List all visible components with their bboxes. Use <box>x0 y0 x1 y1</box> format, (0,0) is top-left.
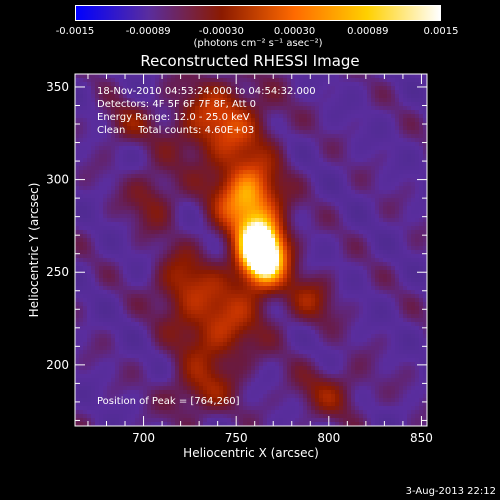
y-tick-label: 250 <box>46 265 69 279</box>
colorbar-tick-label: -0.00030 <box>198 26 244 37</box>
colorbar-tick-label: 0.00030 <box>273 26 316 37</box>
detectors-annotation: Detectors: 4F 5F 6F 7F 8F, Att 0 <box>97 99 257 110</box>
x-tick-label: 800 <box>317 431 340 445</box>
x-tick-label: 750 <box>225 431 248 445</box>
colorbar-gradient <box>75 5 441 21</box>
colorbar-tick-label: -0.00089 <box>125 26 171 37</box>
y-tick-label: 200 <box>46 358 69 372</box>
date-stamp: 3-Aug-2013 22:12 <box>405 486 496 497</box>
colorbar-tick-label: -0.0015 <box>55 26 95 37</box>
energy-range-annotation: Energy Range: 12.0 - 25.0 keV <box>97 112 250 123</box>
colorbar-tick-label: 0.0015 <box>423 26 459 37</box>
clean-counts-annotation: Clean Total counts: 4.60E+03 <box>97 125 255 136</box>
time-range-annotation: 18-Nov-2010 04:53:24.000 to 04:54:32.000 <box>97 86 316 97</box>
x-tick-label: 700 <box>132 431 155 445</box>
y-axis-label: Heliocentric Y (arcsec) <box>27 182 41 318</box>
peak-position-annotation: Position of Peak = [764,260] <box>97 396 240 407</box>
chart-title: Reconstructed RHESSI Image <box>140 52 360 70</box>
y-tick-label: 350 <box>46 80 69 94</box>
colorbar-units: (photons cm⁻² s⁻¹ asec⁻²) <box>193 38 323 49</box>
y-tick-label: 300 <box>46 173 69 187</box>
x-tick-label: 850 <box>410 431 433 445</box>
heatmap-plot: 18-Nov-2010 04:53:24.000 to 04:54:32.000… <box>75 74 427 426</box>
x-axis-label: Heliocentric X (arcsec) <box>183 446 319 460</box>
colorbar <box>75 5 441 21</box>
colorbar-tick-label: 0.00089 <box>347 26 389 37</box>
